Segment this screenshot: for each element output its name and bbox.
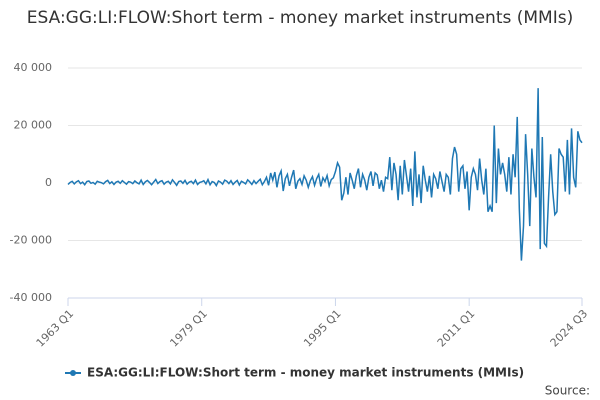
x-tick-label: 1995 Q1: [301, 307, 344, 350]
source: Source:: [545, 384, 590, 398]
legend-label: ESA:GG:LI:FLOW:Short term - money market…: [87, 366, 524, 380]
x-tick-label: 1979 Q1: [167, 307, 210, 350]
x-tick-label: 2011 Q1: [435, 307, 478, 350]
y-tick-label: 0: [45, 176, 52, 189]
legend-marker: [70, 370, 76, 376]
data-line: [67, 88, 583, 261]
y-tick-label: 20 000: [14, 119, 53, 132]
y-tick-label: -20 000: [10, 234, 52, 247]
y-tick-label: -40 000: [10, 291, 52, 304]
x-tick-label: 1963 Q1: [34, 307, 77, 350]
y-tick-label: 40 000: [14, 61, 53, 74]
chart-title: ESA:GG:LI:FLOW:Short term - money market…: [26, 8, 574, 28]
x-tick-label: 2024 Q3: [548, 307, 591, 350]
